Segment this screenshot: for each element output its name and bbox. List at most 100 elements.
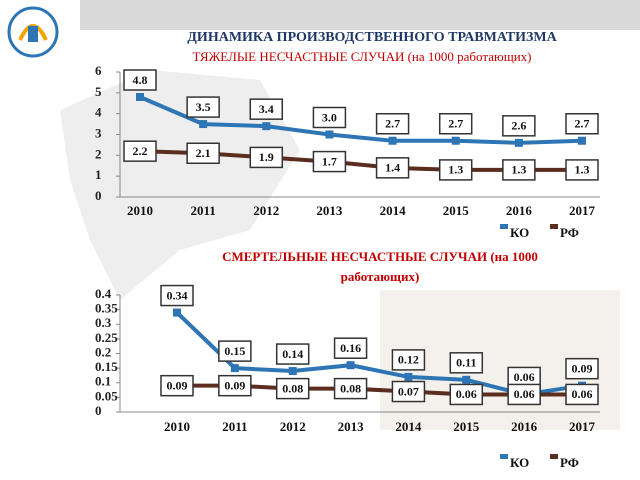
y-tick-label: 1 <box>95 167 102 182</box>
label-box <box>502 159 536 181</box>
data-label: 0.06 <box>514 370 535 384</box>
x-tick-label: 2012 <box>253 203 279 218</box>
point-marker <box>325 130 334 139</box>
point-marker <box>462 375 471 384</box>
data-label: 0.14 <box>282 347 303 361</box>
data-label: 0.07 <box>398 384 419 398</box>
y-tick-label: 5 <box>95 84 102 99</box>
point-marker <box>230 364 239 373</box>
point-marker <box>514 138 523 147</box>
data-label: 3.0 <box>322 110 337 124</box>
data-label: 0.11 <box>456 356 476 370</box>
label-box <box>123 140 157 162</box>
data-label: 2.7 <box>575 117 590 131</box>
y-tick-label: 6 <box>95 63 102 78</box>
y-tick-label: 0.3 <box>95 315 112 330</box>
point-marker <box>404 372 413 381</box>
point-marker <box>451 136 460 145</box>
legend-marker <box>500 454 508 459</box>
data-label: 2.2 <box>133 144 148 158</box>
header-bar <box>80 0 640 30</box>
point-marker <box>262 122 271 131</box>
y-tick-label: 0.25 <box>95 330 118 345</box>
y-tick-label: 0 <box>95 403 102 418</box>
label-box <box>275 343 310 365</box>
x-tick-label: 2013 <box>316 203 343 218</box>
label-box <box>312 150 347 173</box>
label-box <box>449 383 484 406</box>
label-box <box>502 115 536 137</box>
data-label: 2.7 <box>385 117 400 131</box>
y-tick-label: 2 <box>95 146 102 161</box>
label-box <box>438 159 473 181</box>
point-marker <box>578 136 586 145</box>
data-label: 0.06 <box>514 387 535 401</box>
label-box <box>333 377 368 400</box>
point-marker <box>173 308 181 317</box>
data-label: 1.4 <box>385 161 400 175</box>
label-box <box>333 337 368 359</box>
legend-label: РФ <box>560 225 579 240</box>
data-label: 0.08 <box>340 381 361 395</box>
legend-marker <box>550 224 558 229</box>
y-tick-label: 3 <box>95 125 102 140</box>
data-label: 0.16 <box>340 341 361 355</box>
label-box <box>186 142 220 164</box>
x-tick-label: 2012 <box>280 419 306 434</box>
point-marker <box>136 93 144 101</box>
data-label: 0.06 <box>572 387 593 401</box>
data-label: 3.4 <box>259 102 274 116</box>
label-box <box>160 284 194 307</box>
legend-label: КО <box>510 225 529 240</box>
chart-title-line: работающих) <box>341 269 420 284</box>
label-box <box>565 383 599 406</box>
data-label: 1.7 <box>322 154 337 168</box>
y-tick-label: 4 <box>95 105 102 120</box>
x-tick-label: 2010 <box>127 203 153 218</box>
data-label: 2.6 <box>511 119 526 133</box>
legend-label: КО <box>510 455 529 470</box>
x-tick-label: 2015 <box>443 203 470 218</box>
label-box <box>275 377 310 400</box>
data-label: 0.09 <box>224 378 245 392</box>
data-label: 1.9 <box>259 150 274 164</box>
x-tick-label: 2014 <box>395 419 422 434</box>
point-marker <box>199 120 208 129</box>
label-box <box>391 349 426 371</box>
x-tick-label: 2016 <box>511 419 538 434</box>
data-label: 3.5 <box>196 100 211 114</box>
x-tick-label: 2013 <box>338 419 365 434</box>
y-tick-label: 0.05 <box>95 388 118 403</box>
y-tick-label: 0.1 <box>95 374 111 389</box>
data-label: 0.08 <box>282 381 303 395</box>
data-label: 0.09 <box>167 378 188 392</box>
y-tick-label: 0.2 <box>95 344 111 359</box>
label-box <box>375 157 410 179</box>
label-box <box>565 357 599 380</box>
label-box <box>218 374 252 397</box>
point-marker <box>288 367 297 376</box>
data-label: 0.15 <box>224 344 245 358</box>
x-tick-label: 2015 <box>453 419 480 434</box>
chart-title-line: СМЕРТЕЛЬНЫЕ НЕСЧАСТНЫЕ СЛУЧАИ (на 1000 <box>222 249 538 264</box>
legend-label: РФ <box>560 455 579 470</box>
label-box <box>186 96 220 118</box>
label-box <box>507 383 541 406</box>
slide-title: ДИНАМИКА ПРОИЗВОДСТВЕННОГО ТРАВМАТИЗМА <box>187 30 557 45</box>
label-box <box>312 106 347 129</box>
label-box <box>160 374 194 397</box>
label-box <box>375 113 410 135</box>
legend-marker <box>550 454 558 459</box>
data-label: 0.09 <box>572 361 593 375</box>
x-tick-label: 2017 <box>569 203 596 218</box>
legend-marker <box>500 224 508 229</box>
data-label: 1.3 <box>575 163 590 177</box>
data-label: 0.12 <box>398 353 419 367</box>
y-tick-label: 0.4 <box>95 286 112 301</box>
x-tick-label: 2016 <box>506 203 533 218</box>
label-box <box>218 340 252 362</box>
chart-title: СМЕРТЕЛЬНЫЕ НЕСЧАСТНЫЕ СЛУЧАИ (на 1000 ра… <box>222 249 538 284</box>
y-tick-label: 0.15 <box>95 359 118 374</box>
x-tick-label: 2010 <box>164 419 190 434</box>
